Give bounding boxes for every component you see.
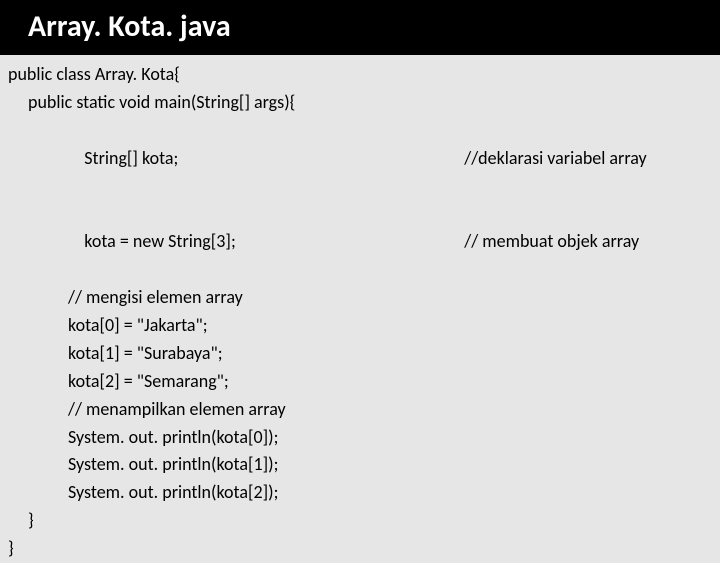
code-line: kota[1] = "Surabaya"; — [8, 340, 720, 368]
title-bar: Array. Kota. java — [0, 0, 720, 55]
code-line: kota[0] = "Jakarta"; — [8, 312, 720, 340]
code-line: String[] kota;//deklarasi variabel array — [8, 117, 720, 201]
code-line: System. out. println(kota[0]); — [8, 424, 720, 452]
code-line: public static void main(String[] args){ — [8, 89, 720, 117]
title-text: Array. Kota. java — [28, 8, 231, 45]
code-statement: kota = new String[3]; — [84, 228, 464, 256]
code-line: } — [8, 535, 720, 563]
code-line: System. out. println(kota[1]); — [8, 451, 720, 479]
code-line: System. out. println(kota[2]); — [8, 479, 720, 507]
code-line: // menampilkan elemen array — [8, 396, 720, 424]
code-line: kota[2] = "Semarang"; — [8, 368, 720, 396]
code-comment: // membuat objek array — [464, 228, 639, 256]
code-comment: //deklarasi variabel array — [464, 145, 646, 173]
code-line: kota = new String[3];// membuat objek ar… — [8, 200, 720, 284]
code-line: // mengisi elemen array — [8, 284, 720, 312]
code-block: public class Array. Kota{ public static … — [0, 55, 720, 563]
code-statement: String[] kota; — [84, 145, 464, 173]
code-line: public class Array. Kota{ — [8, 61, 720, 89]
code-line: } — [8, 507, 720, 535]
